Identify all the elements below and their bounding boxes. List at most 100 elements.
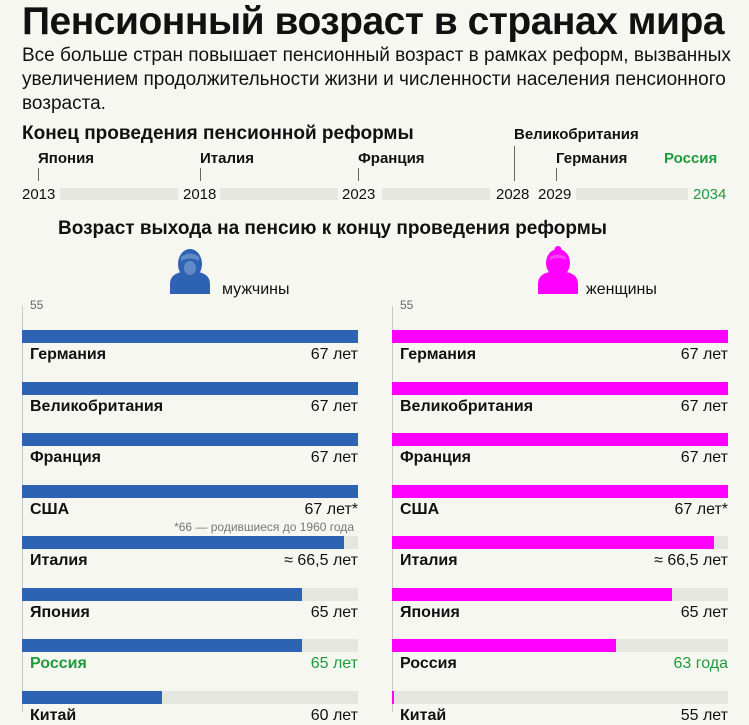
timeline-tick — [556, 168, 557, 181]
value-label: 67 лет — [310, 397, 358, 415]
legend-men: мужчины — [222, 281, 290, 298]
value-label: 65 лет — [310, 603, 358, 621]
bar — [22, 330, 358, 343]
reform-timeline: 2013 2018 2023 2028 2029 2034 Япония Италия Фран… — [0, 0, 749, 210]
bar — [22, 484, 358, 498]
category-label: Китай — [400, 706, 447, 724]
chart-row: США 67 лет* — [392, 467, 728, 519]
chart-row: Япония 65 лет — [22, 570, 358, 622]
timeline-segment — [60, 188, 178, 200]
bar-track — [22, 433, 358, 446]
legend-women: женщины — [586, 281, 657, 298]
category-label: Германия — [400, 346, 477, 363]
bar — [392, 484, 728, 498]
value-label: 65 лет — [310, 655, 358, 672]
timeline-year: 2029 — [538, 186, 572, 203]
bar-track — [22, 639, 358, 652]
value-label: 67 лет — [310, 449, 358, 466]
bar-track — [392, 484, 728, 498]
axis-line — [22, 306, 23, 712]
category-label: Италия — [30, 552, 88, 569]
chart-row: Великобритания 67 лет — [392, 364, 728, 416]
bar-track — [22, 587, 358, 601]
bar — [392, 536, 714, 549]
bar-track — [392, 381, 728, 395]
timeline-year: 2023 — [342, 186, 376, 203]
bar — [22, 536, 344, 549]
chart-row: США 67 лет* *66 — родившиеся до 1960 года — [22, 467, 359, 534]
value-label: 60 лет — [310, 706, 358, 724]
page-subtitle: Все больше стран повышает пенсионный воз… — [22, 45, 731, 114]
timeline-country: Германия — [556, 150, 628, 167]
chart-row: Италия ≈ 66,5 лет — [392, 518, 728, 570]
chart-row: Франция 67 лет — [22, 415, 358, 467]
bar-track — [392, 536, 728, 549]
chart-row: Китай 60 лет — [22, 673, 358, 725]
bar-track — [22, 381, 358, 395]
bar-track — [22, 330, 358, 343]
value-label: 67 лет* — [674, 500, 729, 518]
timeline-year: 2013 — [22, 186, 56, 203]
timeline-title: Конец проведения пенсионной реформы — [22, 123, 414, 144]
axis-start-label: 55 — [400, 298, 414, 312]
category-label: США — [30, 500, 70, 518]
bar — [22, 381, 358, 395]
chart-row: Япония 65 лет — [392, 570, 728, 622]
chart-row: Россия 65 лет — [22, 621, 358, 673]
bar — [392, 587, 672, 601]
category-label: Франция — [30, 449, 101, 466]
bar — [392, 639, 616, 652]
timeline-tick — [358, 168, 359, 181]
chart-title: Возраст выхода на пенсию к концу проведе… — [58, 218, 607, 239]
bar-track — [22, 690, 358, 704]
chart-row: Италия ≈ 66,5 лет — [22, 518, 358, 570]
bar-track — [392, 330, 728, 343]
timeline-tick — [38, 168, 39, 181]
category-label: Германия — [30, 346, 107, 363]
category-label: Япония — [30, 603, 90, 621]
value-label: ≈ 66,5 лет — [284, 552, 358, 569]
category-label: Франция — [400, 449, 471, 466]
bar-track — [392, 433, 728, 446]
timeline-year: 2034 — [693, 186, 727, 203]
axis-line — [392, 306, 393, 712]
timeline-country: Франция — [358, 150, 425, 167]
footnote: *66 — родившиеся до 1960 года — [174, 519, 354, 534]
value-label: 65 лет — [680, 603, 728, 621]
chart-row: Германия 67 лет — [392, 312, 728, 364]
value-label: 63 года — [673, 655, 728, 672]
bar-track — [392, 639, 728, 652]
man-icon — [170, 249, 210, 294]
value-label: 55 лет — [680, 706, 728, 724]
bar — [392, 381, 728, 395]
bar-track — [22, 484, 358, 498]
bar — [392, 433, 728, 446]
bar — [22, 690, 162, 704]
bar — [392, 330, 728, 343]
value-label: 67 лет — [680, 397, 728, 415]
chart-row: Россия 63 года — [392, 621, 728, 673]
timeline-year: 2028 — [496, 186, 530, 203]
value-label: 67 лет* — [304, 500, 359, 518]
woman-icon — [538, 246, 578, 294]
bar-track — [392, 690, 728, 704]
value-label: 67 лет — [680, 346, 728, 363]
category-label: Китай — [30, 706, 77, 724]
bar-track — [22, 536, 358, 549]
timeline-segment — [382, 188, 490, 200]
timeline-tick — [514, 146, 515, 181]
timeline-country: Россия — [664, 150, 718, 167]
category-label: Россия — [30, 655, 87, 672]
value-label: 67 лет — [680, 449, 728, 466]
page-title: Пенсионный возраст в странах мира — [22, 0, 725, 43]
bar-track — [392, 587, 728, 601]
category-label: США — [400, 500, 440, 518]
bar — [22, 639, 302, 652]
category-label: Япония — [400, 603, 460, 621]
timeline-country: Великобритания — [514, 126, 639, 143]
men-bar-chart: 55 Германия 67 лет Великобритания 67 лет Фра… — [22, 298, 359, 724]
bar — [392, 690, 394, 704]
value-label: ≈ 66,5 лет — [654, 552, 728, 569]
category-label: Россия — [400, 655, 457, 672]
timeline-tick — [200, 168, 201, 181]
